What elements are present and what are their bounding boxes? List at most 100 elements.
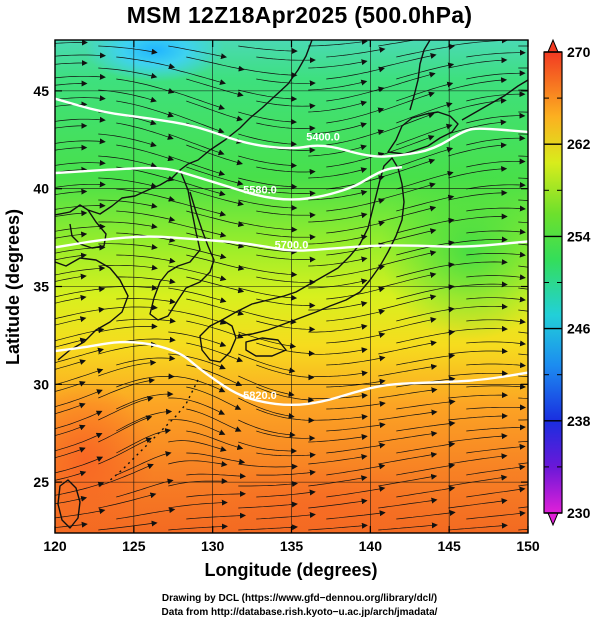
y-axis-title: Latitude (degrees) [3, 209, 23, 365]
coastline-sakhalin [409, 40, 431, 111]
streamline [448, 522, 508, 531]
streamline [55, 508, 106, 519]
streamline [396, 43, 455, 58]
streamline [396, 146, 454, 168]
streamline [378, 430, 438, 443]
streamline [116, 451, 172, 476]
map-title: MSM 12Z18Apr2025 (500.0hPa) [126, 2, 473, 28]
streamline [55, 265, 106, 276]
streamline [256, 254, 316, 263]
streamline [308, 522, 368, 531]
streamline [466, 296, 526, 303]
streamline [55, 521, 88, 528]
streamline [378, 112, 435, 135]
streamline [55, 481, 105, 496]
streamline [256, 188, 316, 197]
streamline [466, 112, 526, 124]
y-tick-label-45: 45 [33, 83, 49, 99]
streamline [238, 287, 298, 301]
streamline [98, 264, 158, 271]
contour-5580 [55, 166, 403, 201]
streamline [466, 383, 526, 390]
streamline [308, 59, 368, 69]
streamline [396, 485, 456, 498]
height-contours: 5400.0 5580.0 5700.0 5820.0 [55, 97, 528, 407]
streamline [168, 331, 227, 347]
y-tick-label-35: 35 [33, 279, 49, 295]
streamline [55, 470, 87, 481]
streamline [308, 167, 368, 179]
streamline [98, 221, 158, 230]
streamline [396, 306, 455, 322]
streamline [448, 142, 507, 157]
streamline [448, 474, 508, 487]
streamline [308, 40, 368, 47]
streamline [466, 91, 526, 102]
streamline [256, 511, 316, 520]
streamline [55, 223, 106, 232]
streamline [55, 188, 88, 195]
y-tick-label-30: 30 [33, 376, 49, 392]
streamline [168, 221, 227, 238]
streamline [308, 434, 368, 443]
streamline [238, 243, 298, 255]
streamline [256, 166, 316, 175]
streamline [378, 451, 438, 465]
streamline [116, 408, 173, 432]
streamline [168, 89, 225, 110]
streamline [55, 495, 88, 505]
streamline [378, 340, 437, 355]
streamline [466, 486, 526, 498]
streamline [238, 45, 298, 54]
northeast-green-patch [380, 160, 528, 340]
plot-area: 5400.0 5580.0 5700.0 5820.0 [55, 40, 528, 533]
streamline [116, 428, 172, 454]
streamline [168, 199, 227, 217]
streamline [238, 265, 298, 278]
streamline [116, 391, 174, 410]
streamline [238, 397, 295, 419]
streamline [308, 100, 368, 113]
streamline [168, 309, 227, 325]
streamline [378, 317, 437, 333]
streamline [308, 414, 368, 421]
streamline [396, 194, 455, 212]
streamline [55, 40, 88, 46]
lat-lon-grid [55, 40, 528, 533]
streamline [396, 62, 455, 80]
colorbar-label-254: 254 [567, 228, 591, 244]
streamline [308, 234, 368, 245]
streamline [448, 213, 508, 223]
streamline [238, 480, 298, 487]
streamline [308, 347, 368, 355]
streamline [256, 100, 316, 110]
streamline [396, 329, 455, 344]
streamline [256, 469, 316, 476]
streamline [378, 409, 438, 421]
streamline [378, 294, 437, 311]
coastline-bohai [69, 209, 107, 249]
streamline [396, 510, 456, 520]
streamline [396, 284, 455, 300]
streamline [308, 144, 367, 157]
coastline-kyushu [199, 319, 237, 363]
coastline-shikoku [245, 337, 287, 357]
streamline [256, 489, 316, 498]
streamline [326, 422, 386, 432]
streamline [396, 352, 456, 366]
streamline [55, 456, 104, 474]
streamline [326, 220, 385, 234]
streamline [186, 276, 245, 294]
streamline [466, 443, 526, 454]
streamline [378, 497, 438, 509]
streamline [186, 166, 244, 186]
x-tick-label-125: 125 [122, 538, 146, 554]
x-tick-label-130: 130 [201, 538, 225, 554]
streamline [55, 447, 86, 459]
y-axis: 25 30 35 40 45 [33, 83, 528, 490]
streamline [256, 122, 316, 132]
streamline [326, 46, 386, 58]
streamline [238, 111, 297, 125]
colorbar-label-246: 246 [567, 321, 591, 337]
streamline [396, 399, 456, 410]
